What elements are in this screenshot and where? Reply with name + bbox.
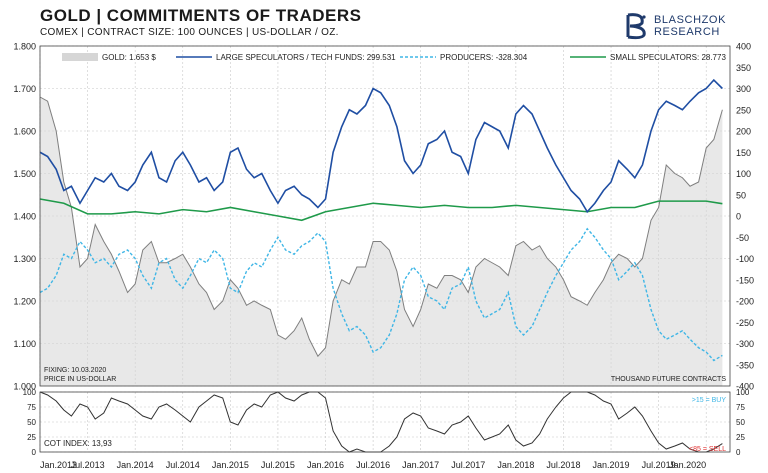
cot-left-tick: 75 <box>27 403 36 412</box>
right-axis-tick: 200 <box>736 127 751 137</box>
page-subtitle: COMEX | CONTRACT SIZE: 100 OUNCES | US-D… <box>40 27 339 38</box>
left-axis-tick: 1.100 <box>13 339 36 349</box>
cot-right-tick: 25 <box>736 433 745 442</box>
cot-left-tick: 0 <box>32 448 37 457</box>
cot-plot-frame <box>39 391 731 453</box>
x-axis-tick: Jan.2017 <box>402 460 439 470</box>
x-axis-tick: Jul.2019 <box>642 460 676 470</box>
right-axis-tick: 50 <box>736 190 746 200</box>
left-axis-tick: 1.000 <box>13 382 36 392</box>
right-axis-tick: 0 <box>736 212 741 222</box>
large-speculators-line <box>39 78 723 214</box>
left-axis-tick: 1.800 <box>13 42 36 52</box>
x-axis-tick: Jan.2014 <box>117 460 154 470</box>
page-title: GOLD | COMMITMENTS OF TRADERS <box>40 6 362 25</box>
main-plot-frame <box>39 45 731 387</box>
producers-line <box>39 227 723 362</box>
right-axis-tick: -300 <box>736 339 754 349</box>
right-axis-tick: 300 <box>736 84 751 94</box>
cot-right-tick: 50 <box>736 418 745 427</box>
small-speculators-line <box>39 198 723 222</box>
gold-price-area <box>40 97 723 386</box>
left-axis-tick: 1.600 <box>13 127 36 137</box>
left-axis-tick: 1.400 <box>13 212 36 222</box>
legend-swatch <box>62 53 98 61</box>
brand-logo[interactable]: BLASCHZOK RESEARCH <box>624 9 764 43</box>
gold-price-line <box>39 96 723 358</box>
right-axis-tick: -400 <box>736 382 754 392</box>
left-axis-tick: 1.300 <box>13 254 36 264</box>
right-axis-tick: 150 <box>736 148 751 158</box>
price-unit-annotation: PRICE IN US-DOLLAR <box>44 376 116 383</box>
right-axis-tick: 400 <box>736 42 751 52</box>
cot-left-tick: 50 <box>27 418 36 427</box>
x-axis-tick: Jul.2016 <box>356 460 390 470</box>
logo-text: BLASCHZOK RESEARCH <box>654 14 726 38</box>
cot-index-value: COT INDEX: 13,93 <box>44 439 112 448</box>
right-axis-tick: 250 <box>736 105 751 115</box>
right-axis-tick: -350 <box>736 360 754 370</box>
snake-b-logo-icon <box>626 13 646 40</box>
x-axis-tick: Jan.2018 <box>497 460 534 470</box>
cot-left-tick: 25 <box>27 433 36 442</box>
x-axis-tick: Jul.2018 <box>546 460 580 470</box>
right-axis-tick: -150 <box>736 275 754 285</box>
right-axis-tick: -100 <box>736 254 754 264</box>
logo-line-1: BLASCHZOK <box>654 14 727 26</box>
legend-label: LARGE SPECULATORS / TECH FUNDS: 299.531 <box>216 53 396 62</box>
legend-label: SMALL SPECULATORS: 28.773 <box>610 53 726 62</box>
x-axis-tick: Jan.2019 <box>593 460 630 470</box>
buy-threshold-annotation: >15 = BUY <box>692 397 727 404</box>
logo-line-2: RESEARCH <box>654 26 720 38</box>
sell-threshold-annotation: <85 = SELL <box>689 446 726 453</box>
legend-label: GOLD: 1.653 $ <box>102 53 156 62</box>
x-axis-tick: Jan.2020 <box>669 460 706 470</box>
right-axis-tick: -50 <box>736 233 749 243</box>
contracts-unit-annotation: THOUSAND FUTURE CONTRACTS <box>611 376 726 383</box>
x-axis-tick: Jul.2017 <box>451 460 485 470</box>
x-axis-tick: Jan.2015 <box>212 460 249 470</box>
x-axis-tick: Jan.2013 <box>40 460 77 470</box>
x-axis-tick: Jul.2014 <box>166 460 200 470</box>
x-axis-tick: Jul.2015 <box>261 460 295 470</box>
right-axis-tick: -200 <box>736 297 754 307</box>
cot-right-tick: 0 <box>736 448 741 457</box>
cot-left-tick: 100 <box>23 388 37 397</box>
right-axis-tick: 100 <box>736 169 751 179</box>
x-axis-tick: Jul.2013 <box>71 460 105 470</box>
x-axis-tick: Jan.2016 <box>307 460 344 470</box>
cot-right-tick: 100 <box>736 388 750 397</box>
cot-right-tick: 75 <box>736 403 745 412</box>
left-axis-tick: 1.200 <box>13 297 36 307</box>
right-axis-tick: -250 <box>736 318 754 328</box>
right-axis-tick: 350 <box>736 63 751 73</box>
left-axis-tick: 1.500 <box>13 169 36 179</box>
legend-label: PRODUCERS: -328.304 <box>440 53 528 62</box>
fixing-annotation: FIXING: 10.03.2020 <box>44 367 106 374</box>
left-axis-tick: 1.700 <box>13 84 36 94</box>
